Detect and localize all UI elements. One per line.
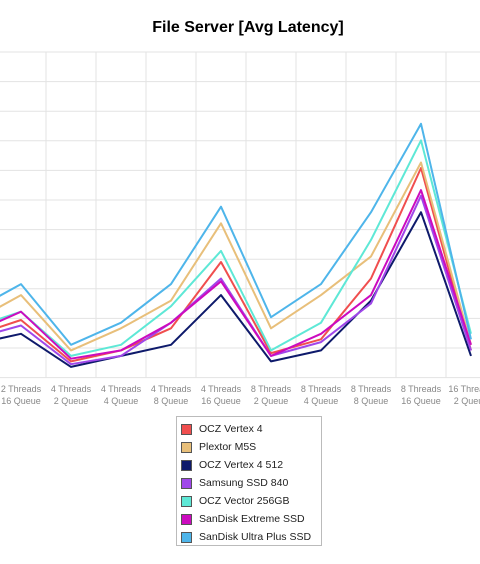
legend-swatch	[181, 459, 192, 471]
x-tick-label: 2 Threads 16 Queue	[1, 384, 42, 406]
legend-item: OCZ Vertex 4	[181, 420, 321, 438]
legend-swatch	[181, 531, 192, 543]
grid	[0, 51, 480, 379]
legend-item: Samsung SSD 840	[181, 474, 321, 492]
x-tick-label: 4 Threads 8 Queue	[151, 384, 192, 406]
legend-swatch	[181, 477, 192, 489]
legend-label: SanDisk Extreme SSD	[199, 513, 305, 525]
legend-swatch	[181, 513, 192, 525]
legend-swatch	[181, 441, 192, 453]
series-line-sandisk-extreme-ssd	[0, 189, 472, 360]
series-line-sandisk-ultra-plus-ssd	[0, 122, 472, 346]
series-line-ocz-vertex-4	[0, 167, 472, 363]
legend-item: OCZ Vertex 4 512	[181, 456, 321, 474]
series-line-samsung-ssd-840	[0, 194, 472, 366]
series-line-ocz-vertex-4-512	[0, 211, 472, 368]
legend-label: OCZ Vertex 4	[199, 423, 263, 435]
x-tick-label: 8 Threads 4 Queue	[301, 384, 342, 406]
legend-item: Plextor M5S	[181, 438, 321, 456]
chart-title: File Server [Avg Latency]	[152, 19, 344, 36]
legend-label: OCZ Vector 256GB	[199, 495, 290, 507]
legend-item: OCZ Vector 256GB	[181, 492, 321, 510]
legend-label: Plextor M5S	[199, 441, 257, 453]
legend-label: OCZ Vertex 4 512	[199, 459, 284, 471]
x-tick-label: 4 Threads 4 Queue	[101, 384, 142, 406]
legend-label: Samsung SSD 840	[199, 477, 289, 489]
legend-label: SanDisk Ultra Plus SSD	[199, 531, 312, 543]
x-tick-label: 4 Threads 2 Queue	[51, 384, 92, 406]
legend-item: SanDisk Extreme SSD	[181, 510, 321, 528]
x-tick-label: 8 Threads 2 Queue	[251, 384, 292, 406]
series-line-ocz-vector-256gb	[0, 139, 472, 357]
series-line-plextor-m5s	[0, 161, 472, 352]
legend: OCZ Vertex 4 Plextor M5S OCZ Vertex 4 512 S…	[176, 416, 322, 546]
x-tick-label: 4 Threads 16 Queue	[201, 384, 242, 406]
x-tick-label: 8 Threads 16 Queue	[401, 384, 442, 406]
series-lines	[0, 122, 472, 368]
legend-swatch	[181, 495, 192, 507]
legend-item: SanDisk Ultra Plus SSD	[181, 528, 321, 546]
x-tick-label: 8 Threads 8 Queue	[351, 384, 392, 406]
legend-swatch	[181, 423, 192, 435]
